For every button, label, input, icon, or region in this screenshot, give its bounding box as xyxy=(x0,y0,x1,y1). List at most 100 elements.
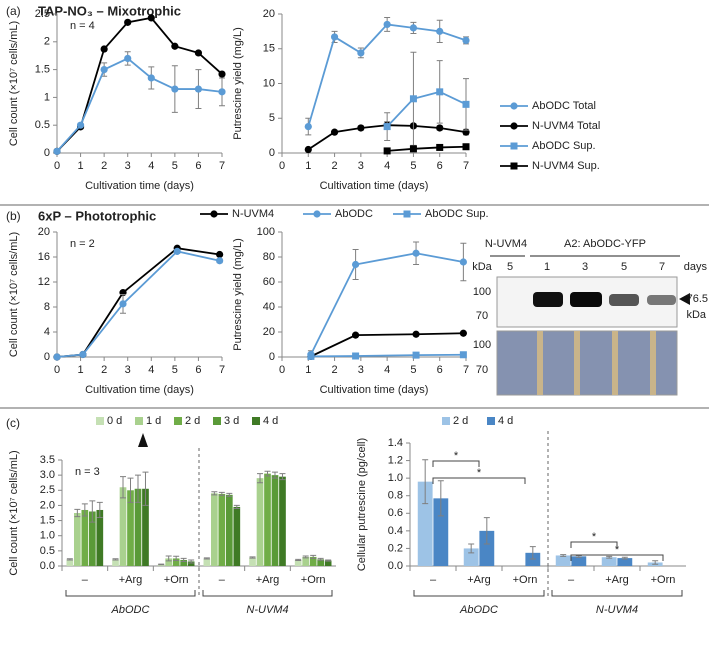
point xyxy=(462,100,470,108)
y-tick-label: 0.5 xyxy=(35,119,50,131)
x-tick-label: 3 xyxy=(125,160,131,172)
series-line xyxy=(310,252,464,355)
x-tick-label: 5 xyxy=(410,160,416,172)
bar xyxy=(218,493,226,566)
marker-label: 100 xyxy=(473,339,491,351)
error-bar xyxy=(173,555,180,562)
x-tick-label: 4 xyxy=(384,364,390,376)
x-axis-title: Cultivation time (days) xyxy=(85,384,194,396)
bar xyxy=(165,558,173,566)
lane-label: 5 xyxy=(621,261,627,273)
panel-title: 6xP – Phototrophic xyxy=(38,208,156,223)
point xyxy=(462,143,470,151)
bar xyxy=(249,557,256,566)
x-tick-label: 1 xyxy=(305,160,311,172)
point xyxy=(436,124,444,132)
point xyxy=(462,36,470,45)
series-line xyxy=(386,90,467,128)
y-tick-label: 0 xyxy=(44,147,50,159)
significance-label: * xyxy=(592,531,597,543)
x-tick-label: 5 xyxy=(172,364,178,376)
x-tick-label: 2 xyxy=(332,364,338,376)
error-bar xyxy=(203,557,210,560)
band xyxy=(647,295,676,305)
point xyxy=(307,352,315,360)
point xyxy=(352,260,360,269)
annotation: n = 4 xyxy=(70,20,95,32)
panel-label: (a) xyxy=(6,4,21,18)
x-axis-title: Cultivation time (days) xyxy=(320,384,429,396)
bar xyxy=(96,509,104,566)
point xyxy=(330,33,339,41)
x-tick-label: – xyxy=(430,574,437,586)
bar xyxy=(112,559,119,566)
x-axis-title: Cultivation time (days) xyxy=(320,180,429,192)
x-tick-label: 5 xyxy=(410,364,416,376)
x-tick-label: 0 xyxy=(54,160,60,172)
x-tick-label: 0 xyxy=(279,160,285,172)
y-tick-label: 0 xyxy=(269,147,275,159)
bar xyxy=(233,506,241,566)
error-bar xyxy=(165,555,172,562)
series-line xyxy=(56,250,220,358)
x-tick-label: 4 xyxy=(148,160,154,172)
y-tick-label: 0.0 xyxy=(40,560,55,572)
bar xyxy=(127,490,134,566)
bar xyxy=(134,488,142,566)
y-tick-label: 1.5 xyxy=(35,64,50,76)
y-axis-title: Cell count (×10⁷ cells/mL) xyxy=(8,21,20,146)
error-bar xyxy=(317,557,324,561)
bar xyxy=(309,556,317,566)
series-line xyxy=(310,332,464,358)
point xyxy=(436,88,444,96)
legend-label: 4 d xyxy=(263,415,278,427)
x-tick-label: 3 xyxy=(125,364,131,376)
lane-gap xyxy=(537,331,543,395)
error-bar xyxy=(422,459,429,505)
point xyxy=(194,49,203,57)
bar xyxy=(463,548,479,566)
y-tick-label: 0.4 xyxy=(388,525,403,537)
y-tick-label: 4 xyxy=(44,326,50,338)
significance-bracket xyxy=(432,460,480,467)
bar xyxy=(601,557,617,566)
error-bar xyxy=(437,480,444,517)
x-tick-label: 4 xyxy=(384,160,390,172)
marker-label: 70 xyxy=(476,364,488,376)
point xyxy=(436,27,444,35)
band-size: 76.5 xyxy=(687,293,708,305)
point xyxy=(459,258,467,266)
point xyxy=(412,351,420,359)
bar xyxy=(180,559,188,566)
lane-label: 3 xyxy=(582,261,588,273)
legend-label: AbODC xyxy=(335,208,373,220)
blot-header: A2: AbODC-YFP xyxy=(564,238,646,250)
band xyxy=(533,292,563,307)
series-line xyxy=(307,23,467,127)
error-bar xyxy=(325,559,332,562)
significance-label: * xyxy=(615,544,620,556)
bar xyxy=(324,560,332,566)
error-bar xyxy=(560,554,567,557)
lane-gap xyxy=(650,331,656,395)
y-axis-title: Cell count (×10⁷ cells/mL) xyxy=(8,232,20,357)
point xyxy=(304,145,312,154)
y-tick-label: 8 xyxy=(44,301,50,313)
error-bar xyxy=(233,504,240,509)
legend-label: AbODC Total xyxy=(532,100,596,112)
x-tick-label: +Orn xyxy=(513,574,538,586)
bar xyxy=(271,475,279,566)
y-tick-label: 1.4 xyxy=(388,437,403,449)
lane-gap xyxy=(574,331,580,395)
y-tick-label: 2.5 xyxy=(40,484,55,496)
legend-label: 3 d xyxy=(224,415,239,427)
y-tick-label: 100 xyxy=(257,226,275,238)
x-tick-label: 2 xyxy=(101,364,107,376)
stain-image xyxy=(496,330,678,396)
legend-label: AbODC Sup. xyxy=(532,140,596,152)
error-bar xyxy=(66,558,73,561)
x-tick-label: 2 xyxy=(332,160,338,172)
point xyxy=(330,128,339,136)
point xyxy=(147,74,155,82)
x-tick-label: 1 xyxy=(78,364,84,376)
